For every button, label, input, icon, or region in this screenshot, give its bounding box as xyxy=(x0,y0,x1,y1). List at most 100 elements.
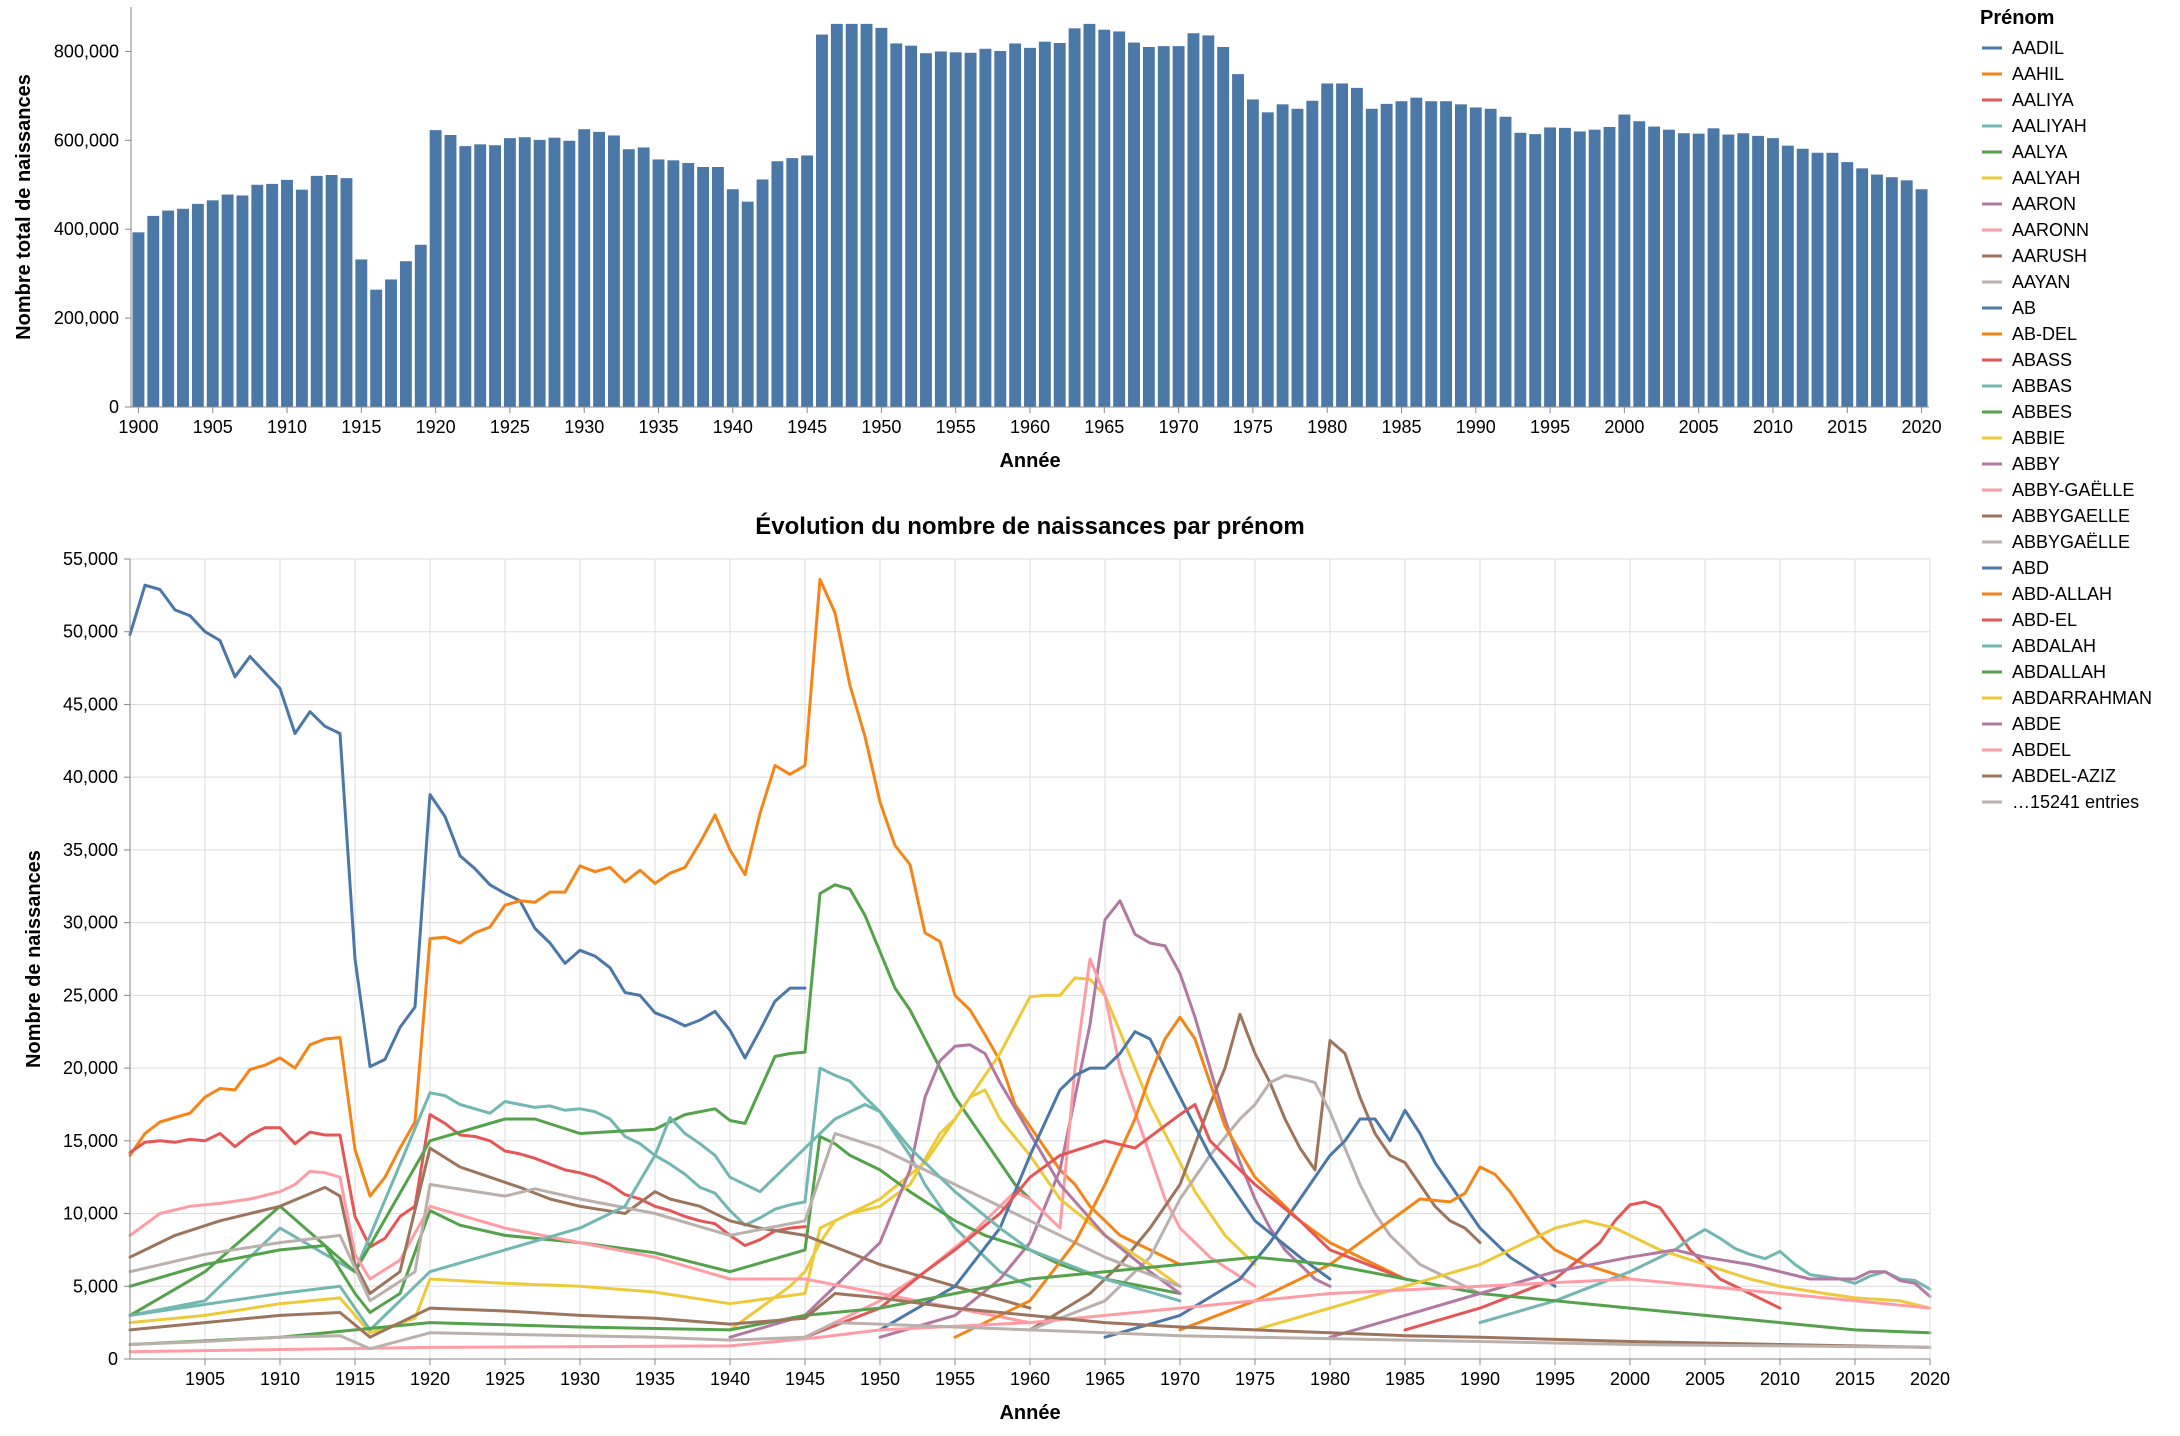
bar-x-axis: 1900 1905 1910 1915 1920 1925 1930 1935 1940 1945… xyxy=(118,407,1942,437)
bar xyxy=(1425,101,1438,407)
bar xyxy=(890,43,903,407)
line-x-tick-label: 1920 xyxy=(410,1369,450,1389)
line-series xyxy=(1253,1219,1932,1332)
legend-label: ABDARRAHMAN xyxy=(2012,688,2152,708)
bar-x-tick-label: 1930 xyxy=(564,417,604,437)
line-series xyxy=(1028,1073,1482,1332)
bar xyxy=(414,244,427,407)
bar xyxy=(1113,31,1126,407)
line-y-tick-label: 10,000 xyxy=(63,1204,118,1224)
legend-label: AB-DEL xyxy=(2012,324,2077,344)
legend-label: ABDEL xyxy=(2012,740,2071,760)
bar xyxy=(1796,148,1809,407)
bar xyxy=(177,208,189,407)
bar xyxy=(697,167,710,407)
line-x-tick-label: 1905 xyxy=(185,1369,225,1389)
line-x-tick-label: 1915 xyxy=(335,1369,375,1389)
bar xyxy=(1841,162,1854,407)
bar xyxy=(845,23,858,408)
bar-x-tick-label: 2010 xyxy=(1753,417,1793,437)
bar xyxy=(652,159,665,407)
bar xyxy=(1573,131,1586,407)
line-series xyxy=(878,1030,1332,1332)
bar xyxy=(1098,29,1111,408)
bar xyxy=(325,175,338,407)
bar xyxy=(830,23,843,408)
bar xyxy=(1410,97,1423,408)
bar xyxy=(1053,43,1066,407)
bar-x-tick-label: 1995 xyxy=(1530,417,1570,437)
legend-label: AALIYA xyxy=(2012,90,2074,110)
bar xyxy=(920,53,932,407)
bar-x-tick-label: 1905 xyxy=(193,417,233,437)
bar xyxy=(1900,180,1913,407)
line-x-axis-title: Année xyxy=(999,1402,1060,1424)
bar xyxy=(1915,189,1928,407)
bar xyxy=(1276,104,1289,407)
legend-title: Prénom xyxy=(1980,7,2054,29)
legend-label: ABBYGAELLE xyxy=(2012,506,2130,526)
bar xyxy=(474,144,487,408)
bar xyxy=(964,52,977,408)
legend-label: ABBY xyxy=(2012,454,2060,474)
bar-x-tick-label: 2015 xyxy=(1827,417,1867,437)
bar xyxy=(503,138,516,407)
line-series xyxy=(128,1113,807,1249)
line-y-tick-label: 55,000 xyxy=(63,549,118,569)
bar xyxy=(1588,129,1601,407)
line-x-tick-label: 2000 xyxy=(1610,1369,1650,1389)
bar-x-tick-label: 1975 xyxy=(1233,417,1273,437)
bar xyxy=(1737,133,1750,407)
bar-y-tick-label: 800,000 xyxy=(54,41,119,61)
bar-y-axis-title: Nombre total de naissances xyxy=(13,74,35,340)
line-y-tick-label: 40,000 xyxy=(63,767,118,787)
line-series xyxy=(128,583,807,1069)
bar xyxy=(310,175,323,407)
bar-x-tick-label: 1960 xyxy=(1010,417,1050,437)
bar xyxy=(637,147,650,407)
bar xyxy=(1722,134,1735,408)
line-series xyxy=(728,1043,1182,1339)
legend-label: ABD-EL xyxy=(2012,610,2077,630)
bar xyxy=(875,27,888,408)
bar xyxy=(1128,42,1140,408)
legend: Prénom AADIL AAHIL AALIYA AALIYAH AALYA AALYA… xyxy=(1980,7,2152,812)
bar xyxy=(1038,41,1051,408)
line-x-tick-label: 1945 xyxy=(785,1369,825,1389)
bar xyxy=(563,140,576,407)
bar xyxy=(1172,46,1185,407)
bar xyxy=(934,51,947,407)
line-y-tick-label: 20,000 xyxy=(63,1058,118,1078)
bar xyxy=(444,135,457,407)
bar xyxy=(1142,47,1155,407)
bar xyxy=(1871,174,1883,407)
line-x-axis: 1905 1910 1915 1920 1925 1930 1935 1940 1945 1950… xyxy=(185,1359,1950,1389)
bar xyxy=(548,137,561,407)
bar xyxy=(1603,127,1616,407)
legend-label: AB xyxy=(2012,298,2036,318)
line-y-tick-label: 5,000 xyxy=(73,1276,118,1296)
line-x-tick-label: 1950 xyxy=(860,1369,900,1389)
bar xyxy=(1663,129,1675,407)
bar xyxy=(1677,133,1690,407)
line-x-tick-label: 1910 xyxy=(260,1369,300,1389)
bar xyxy=(191,203,204,407)
bar xyxy=(1692,133,1705,407)
bar xyxy=(1558,127,1571,407)
line-y-axis: 0 5,000 10,000 15,000 20,000 25,000 30,000 35,0… xyxy=(63,549,130,1369)
bar-x-tick-label: 1980 xyxy=(1307,417,1347,437)
bar xyxy=(1009,43,1022,407)
bar xyxy=(1885,177,1898,407)
bar xyxy=(756,179,769,407)
bar xyxy=(622,149,635,407)
line-x-tick-label: 1960 xyxy=(1010,1369,1050,1389)
bar xyxy=(1469,107,1482,407)
line-series xyxy=(128,577,1182,1266)
bar-x-tick-label: 1970 xyxy=(1159,417,1199,437)
bar-x-tick-label: 1985 xyxy=(1381,417,1421,437)
bar xyxy=(1321,83,1334,407)
bar-x-tick-label: 1940 xyxy=(713,417,753,437)
bar-x-tick-label: 1910 xyxy=(267,417,307,437)
legend-label: …15241 entries xyxy=(2012,792,2139,812)
bar xyxy=(1246,99,1259,407)
